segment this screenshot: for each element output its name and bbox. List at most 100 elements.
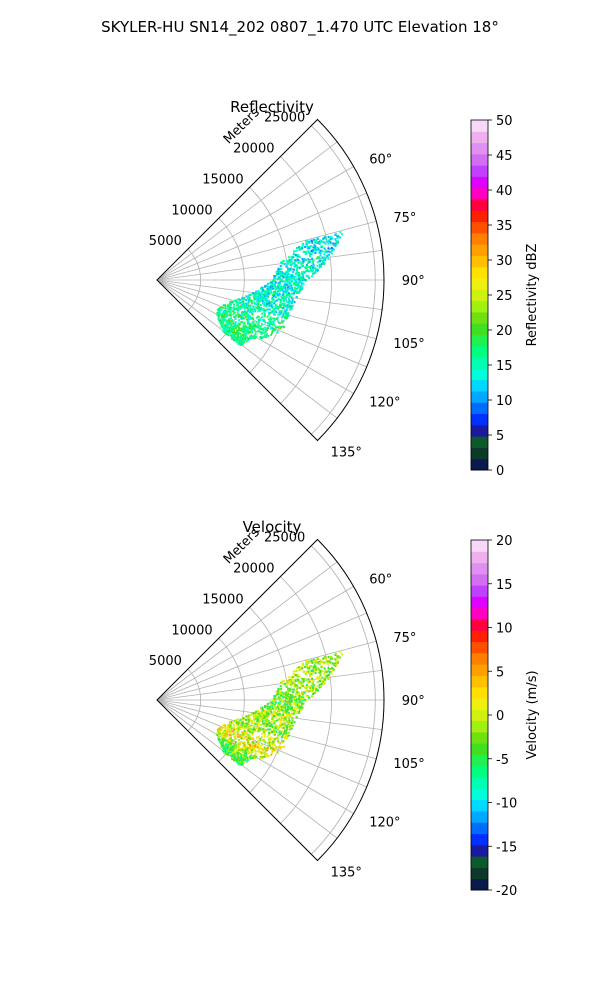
echo-pixel	[290, 275, 293, 278]
echo-pixel	[287, 302, 290, 305]
echo-pixel	[325, 669, 327, 672]
echo-pixel	[313, 264, 316, 267]
echo-pixel	[322, 261, 325, 263]
echo-pixel	[246, 738, 249, 741]
echo-pixel	[272, 323, 275, 326]
echo-pixel	[293, 261, 296, 264]
echo-pixel	[282, 734, 285, 737]
echo-pixel	[313, 240, 316, 242]
echo-pixel	[227, 305, 229, 307]
echo-pixel	[313, 687, 316, 690]
echo-pixel	[266, 723, 268, 726]
echo-pixel	[306, 275, 309, 278]
echo-pixel	[257, 730, 260, 733]
echo-pixel	[283, 304, 285, 307]
colorbar-tick-label: 5	[496, 429, 504, 444]
echo-pixel	[281, 691, 284, 694]
echo-pixel	[247, 749, 249, 752]
echo-pixel	[264, 327, 267, 330]
echo-pixel	[270, 723, 273, 726]
echo-pixel	[273, 317, 276, 320]
panel-reflectivity: Reflectivity500010000150002000025000Mete…	[149, 98, 540, 479]
echo-pixel	[295, 278, 298, 281]
azimuth-spoke	[156, 669, 383, 701]
echo-pixel	[249, 713, 252, 716]
echo-pixel	[275, 727, 278, 730]
echo-pixel	[252, 744, 255, 747]
echo-pixel	[285, 684, 288, 687]
echo-pixel	[265, 725, 268, 728]
echo-pixel	[274, 713, 277, 716]
echo-pixel	[322, 237, 325, 240]
echo-pixel	[286, 720, 288, 723]
echo-pixel	[282, 307, 285, 309]
echo-pixel	[267, 318, 270, 321]
echo-pixel	[291, 257, 294, 260]
echo-pixel	[248, 731, 251, 734]
echo-pixel	[301, 247, 304, 250]
echo-pixel	[258, 320, 260, 323]
echo-pixel	[237, 314, 240, 317]
colorbar-segment	[471, 176, 488, 189]
echo-pixel	[263, 304, 266, 307]
echo-pixel	[230, 334, 232, 337]
echo-pixel	[320, 684, 322, 687]
echo-pixel	[235, 734, 238, 737]
echo-pixel	[259, 724, 262, 726]
echo-pixel	[283, 732, 286, 735]
echo-pixel	[260, 757, 262, 760]
echo-pixel	[320, 660, 322, 663]
echo-pixel	[223, 319, 226, 322]
echo-pixel	[257, 714, 260, 717]
echo-pixel	[258, 747, 261, 750]
range-tick-label: 20000	[233, 562, 274, 577]
colorbar-segment	[471, 323, 488, 336]
echo-pixel	[298, 691, 301, 694]
echo-pixel	[322, 256, 325, 259]
echo-pixel	[219, 320, 222, 322]
echo-pixel	[259, 745, 262, 748]
echo-pixel	[274, 296, 277, 299]
echo-pixel	[300, 683, 303, 686]
echo-pixel	[227, 752, 230, 755]
echo-pixel	[257, 303, 260, 306]
echo-pixel	[273, 302, 276, 305]
echo-pixel	[336, 236, 339, 239]
echo-pixel	[238, 298, 240, 301]
echo-pixel	[280, 285, 282, 288]
echo-pixel	[241, 734, 244, 737]
echo-pixel	[285, 685, 288, 688]
range-tick-label: 20000	[233, 142, 274, 157]
echo-pixel	[308, 240, 311, 243]
echo-pixel	[259, 317, 262, 320]
echo-pixel	[228, 751, 231, 754]
echo-pixel	[228, 326, 231, 329]
echo-pixel	[281, 680, 284, 683]
echo-pixel	[298, 698, 300, 701]
colorbar-segment	[471, 244, 488, 256]
echo-pixel	[280, 746, 283, 748]
echo-pixel	[288, 703, 291, 706]
echo-pixel	[239, 718, 242, 721]
echo-pixel	[269, 708, 272, 711]
echo-pixel	[236, 724, 239, 727]
echo-pixel	[274, 716, 277, 719]
echo-pixel	[237, 301, 240, 304]
echo-pixel	[259, 739, 262, 741]
echo-pixel	[316, 257, 319, 260]
echo-pixel	[286, 701, 289, 704]
echo-pixel	[253, 334, 256, 337]
echo-pixel	[257, 330, 259, 333]
echo-pixel	[313, 664, 316, 667]
azimuth-tick-label: 75°	[393, 631, 416, 646]
echo-pixel	[294, 695, 297, 698]
echo-pixel	[285, 264, 288, 267]
echo-pixel	[294, 282, 297, 285]
echo-pixel	[250, 309, 253, 312]
echo-pixel	[247, 309, 250, 312]
echo-pixel	[232, 746, 235, 749]
echo-pixel	[245, 325, 248, 328]
echo-pixel	[303, 691, 306, 694]
echo-pixel	[299, 287, 302, 290]
echo-pixel	[258, 293, 261, 296]
